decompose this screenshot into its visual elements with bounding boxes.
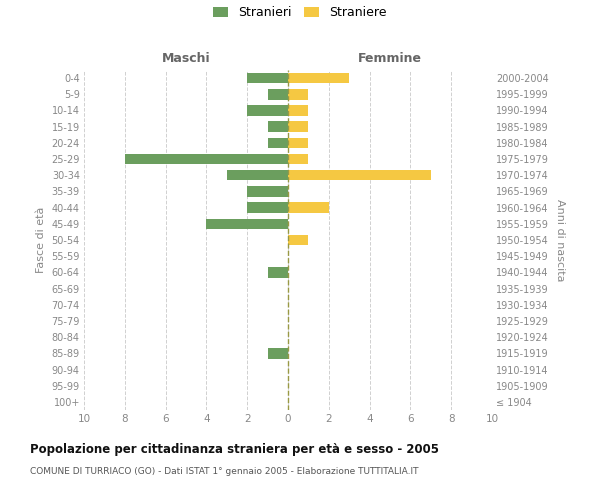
Bar xyxy=(268,267,288,278)
Y-axis label: Fasce di età: Fasce di età xyxy=(36,207,46,273)
Legend: Stranieri, Straniere: Stranieri, Straniere xyxy=(213,6,387,19)
Bar xyxy=(206,218,288,229)
Text: Femmine: Femmine xyxy=(358,52,422,65)
Bar xyxy=(247,186,288,196)
Bar xyxy=(288,170,431,180)
Bar xyxy=(125,154,288,164)
Bar xyxy=(247,202,288,213)
Bar xyxy=(227,170,288,180)
Bar xyxy=(288,138,308,148)
Bar xyxy=(288,73,349,84)
Bar xyxy=(268,348,288,358)
Bar xyxy=(288,154,308,164)
Bar xyxy=(268,138,288,148)
Bar xyxy=(247,73,288,84)
Bar xyxy=(288,122,308,132)
Bar xyxy=(247,105,288,116)
Bar xyxy=(268,89,288,100)
Y-axis label: Anni di nascita: Anni di nascita xyxy=(554,198,565,281)
Text: Maschi: Maschi xyxy=(161,52,211,65)
Text: Popolazione per cittadinanza straniera per età e sesso - 2005: Popolazione per cittadinanza straniera p… xyxy=(30,442,439,456)
Bar xyxy=(288,202,329,213)
Bar xyxy=(288,105,308,116)
Bar xyxy=(288,89,308,100)
Bar xyxy=(268,122,288,132)
Text: COMUNE DI TURRIACO (GO) - Dati ISTAT 1° gennaio 2005 - Elaborazione TUTTITALIA.I: COMUNE DI TURRIACO (GO) - Dati ISTAT 1° … xyxy=(30,468,419,476)
Bar xyxy=(288,234,308,246)
